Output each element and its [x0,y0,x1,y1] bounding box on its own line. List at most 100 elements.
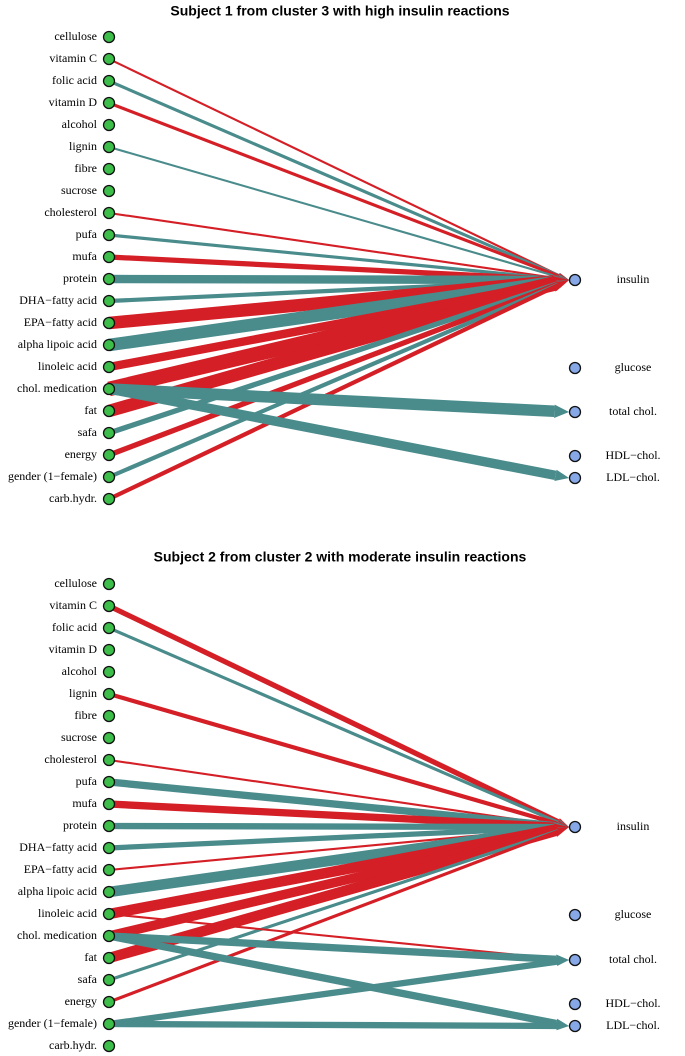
edge-protein-to-insulin [108,822,557,831]
input-node-gender-1-female [102,1017,116,1031]
input-node-alpha-lipoic-acid [102,885,116,899]
input-node-linoleic-acid [102,360,116,374]
input-node-alcohol [102,118,116,132]
input-node-safa [102,426,116,440]
edge-chol-medication-to-ldl-chol [108,384,557,481]
input-node-cholesterol [102,206,116,220]
output-node-glucose [568,908,582,922]
input-label-linoleic-acid: linoleic acid [38,359,97,373]
output-node-total-chol [568,953,582,967]
output-label-glucose: glucose [615,907,652,921]
output-node-insulin [568,273,582,287]
input-node-folic-acid [102,74,116,88]
input-node-lignin [102,687,116,701]
input-label-carb-hydr: carb.hydr. [49,1038,97,1052]
input-label-vitamin-c: vitamin C [49,598,97,612]
input-node-cellulose [102,30,116,44]
input-label-vitamin-d: vitamin D [49,95,98,109]
input-label-pufa: pufa [76,774,98,788]
input-node-epa-fatty-acid [102,863,116,877]
output-node-glucose [568,361,582,375]
output-label-glucose: glucose [615,360,652,374]
input-node-linoleic-acid [102,907,116,921]
output-label-hdl-chol: HDL−chol. [605,996,660,1010]
input-node-dha-fatty-acid [102,294,116,308]
input-label-vitamin-d: vitamin D [49,642,98,656]
input-node-epa-fatty-acid [102,316,116,330]
input-node-dha-fatty-acid [102,841,116,855]
edge-cholesterol-to-insulin [108,758,559,827]
input-label-epa-fatty-acid: EPA−fatty acid [24,862,97,876]
input-node-vitamin-d [102,96,116,110]
edge-lignin-to-insulin [108,691,559,826]
input-label-cellulose: cellulose [54,576,97,590]
input-label-linoleic-acid: linoleic acid [38,906,97,920]
input-label-lignin: lignin [69,686,97,700]
input-node-protein [102,819,116,833]
input-node-alpha-lipoic-acid [102,338,116,352]
edge-gender-1-female-to-insulin [108,282,560,479]
input-label-protein: protein [63,818,97,832]
edge-gender-1-female-to-ldl-chol [108,1020,557,1030]
input-label-sucrose: sucrose [61,183,97,197]
input-node-lignin [102,140,116,154]
input-node-cholesterol [102,753,116,767]
edge-mufa-to-insulin [108,800,557,831]
edge-energy-to-insulin [108,829,560,1004]
input-node-fat [102,951,116,965]
edge-energy-to-insulin [108,281,559,458]
input-label-fat: fat [84,950,97,964]
input-node-vitamin-d [102,643,116,657]
output-node-hdl-chol [568,997,582,1011]
input-label-energy: energy [65,447,97,461]
edge-folic-acid-to-insulin [108,79,560,277]
edge-arrowhead-chol-medication-to-total-chol [554,404,569,418]
input-label-chol-medication: chol. medication [17,928,97,942]
output-node-hdl-chol [568,449,582,463]
edges [107,603,569,1031]
input-label-gender-1-female: gender (1−female) [8,469,97,483]
edges [107,58,569,501]
edge-chol-medication-to-ldl-chol [108,932,558,1028]
edge-vitamin-c-to-insulin [108,58,560,277]
input-node-pufa [102,228,116,242]
edge-cholesterol-to-insulin [108,211,559,280]
edge-arrowhead-energy-to-insulin [557,827,569,834]
input-label-vitamin-c: vitamin C [49,51,97,65]
input-label-chol-medication: chol. medication [17,381,97,395]
edge-safa-to-insulin [108,829,559,982]
edge-chol-medication-to-total-chol [108,383,555,418]
input-label-epa-fatty-acid: EPA−fatty acid [24,315,97,329]
edge-linoleic-acid-to-total-chol [108,912,559,960]
output-label-ldl-chol: LDL−chol. [606,1018,660,1032]
input-node-safa [102,973,116,987]
input-node-vitamin-c [102,599,116,613]
output-node-ldl-chol [568,1019,582,1033]
edge-gender-1-female-to-total-chol [108,958,558,1028]
input-label-alcohol: alcohol [62,117,98,131]
input-label-fibre: fibre [74,708,97,722]
input-label-gender-1-female: gender (1−female) [8,1016,97,1030]
input-label-pufa: pufa [76,227,98,241]
edge-lignin-to-insulin [108,145,559,278]
edge-arrowhead-carb-hydr-to-insulin [557,280,569,289]
edge-arrowhead-gender-1-female-to-ldl-chol [556,1021,569,1031]
edge-chol-medication-to-total-chol [108,932,557,963]
edge-arrowhead-chol-medication-to-ldl-chol [554,469,569,481]
input-label-fat: fat [84,403,97,417]
edge-protein-to-insulin [108,274,556,285]
input-label-alpha-lipoic-acid: alpha lipoic acid [18,884,97,898]
input-label-folic-acid: folic acid [52,620,97,634]
output-label-total-chol: total chol. [609,952,657,966]
output-node-ldl-chol [568,471,582,485]
output-label-insulin: insulin [617,272,650,286]
output-node-insulin [568,820,582,834]
input-node-carb-hydr [102,1039,116,1053]
edge-arrowhead-gender-1-female-to-total-chol [556,957,569,966]
input-label-lignin: lignin [69,139,97,153]
output-label-insulin: insulin [617,819,650,833]
input-node-pufa [102,775,116,789]
input-label-dha-fatty-acid: DHA−fatty acid [19,840,97,854]
input-label-fibre: fibre [74,161,97,175]
input-label-cholesterol: cholesterol [44,752,97,766]
